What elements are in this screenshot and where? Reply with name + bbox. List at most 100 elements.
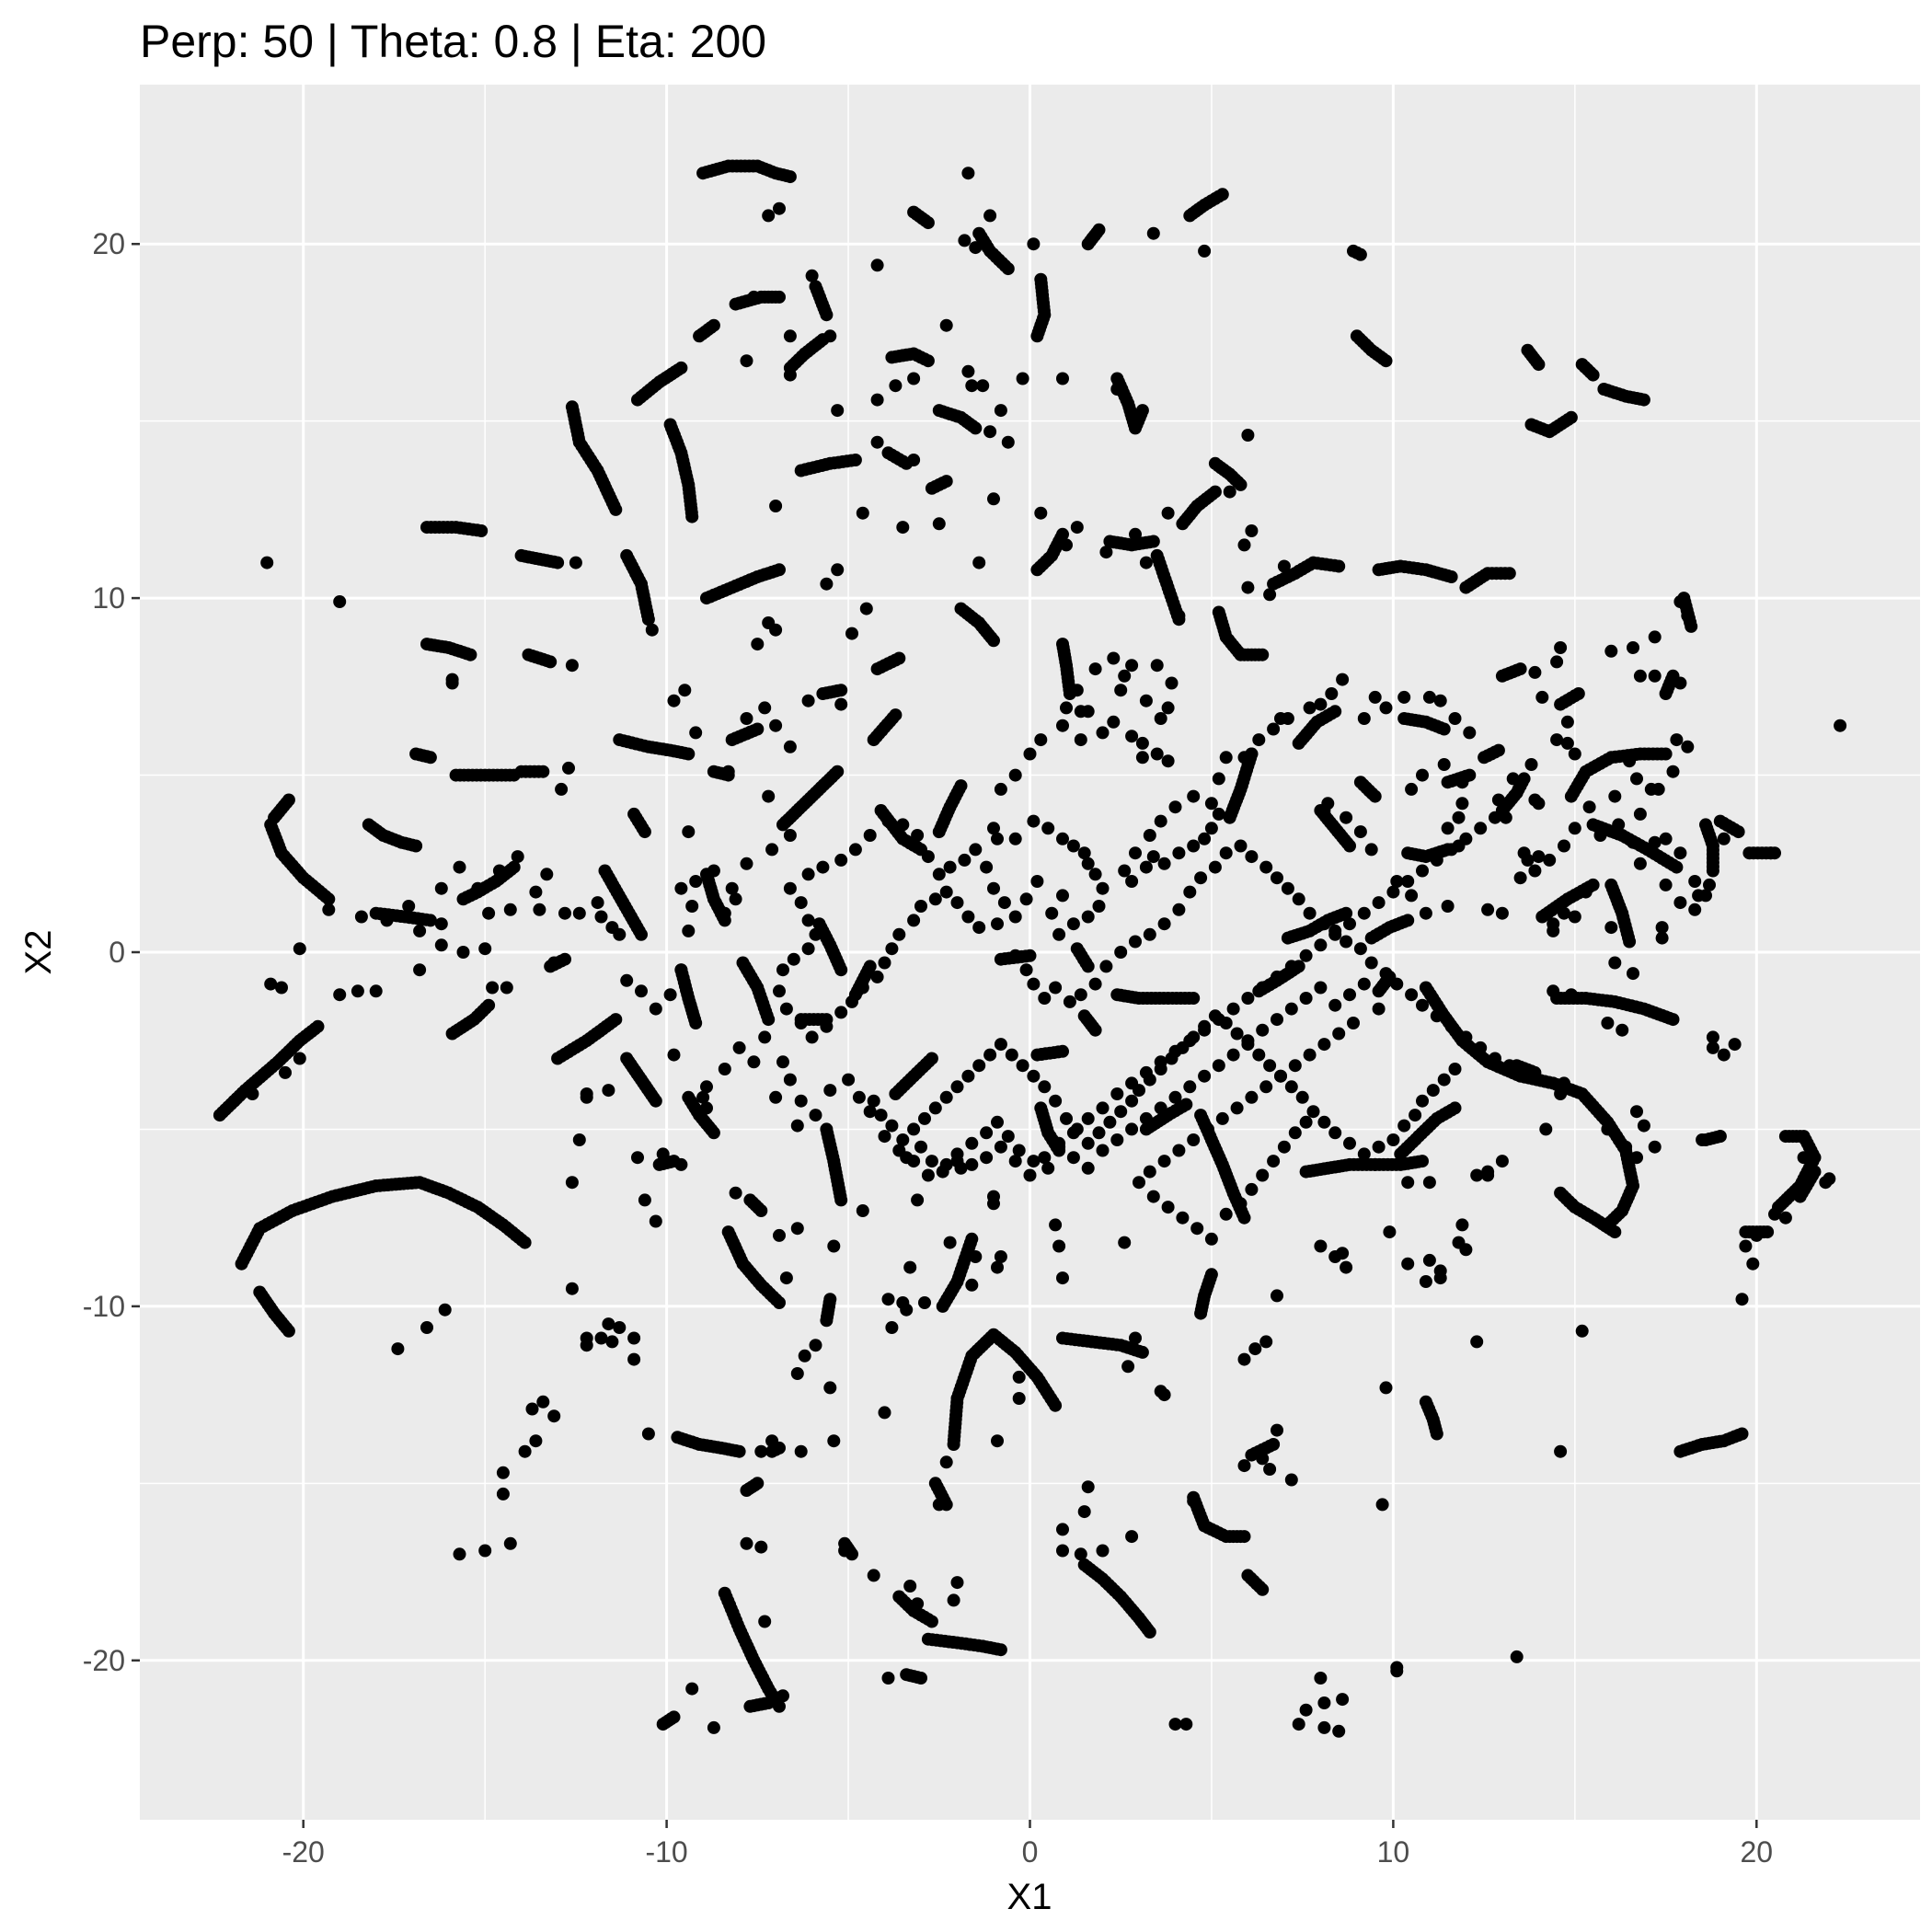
x-tick-label: 10: [1377, 1835, 1410, 1869]
data-point: [1547, 984, 1560, 998]
data-point: [947, 1593, 960, 1607]
data-point: [1056, 1544, 1069, 1558]
data-point: [423, 751, 437, 765]
data-point: [1129, 527, 1142, 541]
data-point: [1241, 992, 1255, 1005]
data-point: [1190, 1222, 1204, 1236]
data-point: [928, 892, 942, 906]
data-point: [972, 556, 986, 569]
data-point: [641, 613, 655, 627]
data-point: [1681, 740, 1695, 753]
data-point: [801, 868, 815, 881]
data-point: [1317, 917, 1331, 931]
data-point: [1586, 368, 1600, 382]
data-point: [1750, 1228, 1764, 1242]
data-point: [1353, 247, 1367, 261]
data-point: [1256, 1023, 1270, 1037]
data-point: [834, 1193, 848, 1207]
data-point: [1608, 956, 1622, 970]
data-point: [1252, 733, 1266, 747]
data-point: [1125, 1094, 1139, 1108]
data-point: [965, 1136, 979, 1150]
data-point: [732, 1444, 746, 1458]
data-point: [1154, 1101, 1167, 1115]
data-point: [809, 1109, 822, 1122]
data-point: [602, 1317, 615, 1331]
data-point: [1401, 914, 1415, 927]
data-point: [533, 903, 546, 916]
data-point: [464, 648, 477, 661]
data-point: [1212, 772, 1225, 786]
data-point: [1502, 1059, 1516, 1073]
data-point: [754, 1204, 768, 1217]
data-point: [562, 761, 575, 775]
data-point: [1135, 751, 1149, 765]
data-point: [1317, 1696, 1331, 1709]
data-point: [1532, 358, 1546, 372]
data-point: [333, 988, 347, 1002]
data-point: [1172, 1144, 1186, 1157]
data-point: [1077, 1505, 1091, 1519]
data-point: [1648, 1140, 1662, 1154]
data-point: [1005, 1048, 1018, 1062]
data-point: [503, 903, 517, 916]
data-point: [558, 906, 571, 920]
data-point: [1314, 981, 1328, 995]
data-point: [1114, 946, 1128, 959]
data-point: [1560, 736, 1574, 750]
data-point: [834, 1006, 848, 1019]
data-point: [322, 892, 336, 906]
data-point: [1168, 1718, 1182, 1731]
data-point: [776, 963, 789, 977]
data-point: [1027, 1155, 1041, 1168]
data-point: [983, 425, 997, 439]
data-point: [1259, 1080, 1273, 1094]
data-point: [820, 1314, 834, 1328]
data-point: [961, 167, 975, 180]
data-point: [783, 329, 797, 343]
data-point: [762, 209, 776, 223]
data-point: [1633, 857, 1647, 870]
data-point: [1129, 935, 1142, 949]
data-point: [1401, 1176, 1415, 1190]
data-point: [1271, 1289, 1283, 1303]
data-point: [572, 906, 586, 920]
data-point: [1019, 963, 1033, 977]
data-point: [1328, 705, 1342, 719]
data-point: [1328, 998, 1342, 1012]
data-point: [1372, 984, 1386, 998]
data-point: [707, 864, 720, 878]
data-point: [718, 906, 731, 920]
data-point: [994, 1250, 1007, 1263]
data-point: [1659, 878, 1673, 891]
data-point: [889, 379, 903, 393]
data-point: [889, 708, 903, 722]
data-point: [961, 364, 975, 378]
data-point: [1633, 807, 1647, 821]
data-point: [1256, 1452, 1270, 1466]
data-point: [1230, 1101, 1244, 1115]
data-point: [1735, 1293, 1749, 1306]
data-point: [1648, 630, 1662, 644]
data-point: [1125, 1530, 1139, 1544]
data-point: [1150, 747, 1164, 761]
data-point: [762, 1013, 776, 1027]
data-point: [369, 984, 383, 998]
data-point: [1489, 1052, 1501, 1065]
data-point: [1183, 885, 1197, 899]
data-point: [1364, 843, 1378, 857]
data-point: [1604, 644, 1618, 658]
data-point: [1023, 949, 1037, 962]
data-point: [881, 814, 895, 828]
data-point: [1066, 839, 1080, 853]
data-point: [718, 1063, 731, 1075]
data-point: [881, 1672, 895, 1685]
data-point: [1336, 1693, 1350, 1707]
data-point: [1409, 1109, 1422, 1122]
data-point: [565, 1176, 579, 1190]
data-point: [1353, 825, 1367, 839]
data-point: [1655, 931, 1669, 945]
data-point: [1448, 712, 1462, 725]
data-point: [1405, 889, 1419, 903]
data-point: [1198, 1069, 1212, 1083]
